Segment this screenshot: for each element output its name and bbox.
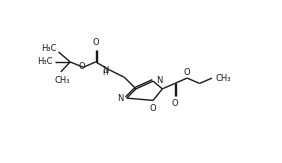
Text: N: N xyxy=(156,76,162,85)
Text: N: N xyxy=(102,66,108,75)
Text: O: O xyxy=(92,38,99,47)
Text: H₃C: H₃C xyxy=(41,44,57,53)
Text: N: N xyxy=(117,94,124,103)
Text: O: O xyxy=(150,104,156,113)
Text: CH₃: CH₃ xyxy=(55,76,70,85)
Text: H₃C: H₃C xyxy=(38,57,53,66)
Text: CH₃: CH₃ xyxy=(215,74,231,83)
Text: O: O xyxy=(171,99,178,108)
Text: O: O xyxy=(184,68,190,77)
Text: H: H xyxy=(102,70,108,76)
Text: O: O xyxy=(78,62,85,71)
